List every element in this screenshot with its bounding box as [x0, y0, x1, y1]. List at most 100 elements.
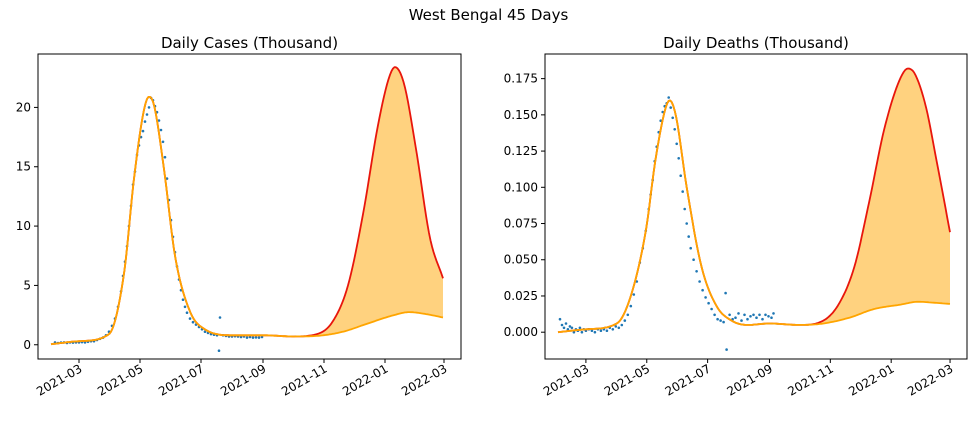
data-point	[728, 313, 731, 317]
data-point	[629, 304, 633, 308]
data-point	[704, 296, 707, 299]
data-point	[251, 336, 255, 339]
data-point	[671, 116, 674, 120]
data-point	[572, 330, 576, 334]
data-point	[667, 96, 670, 99]
figure-suptitle: West Bengal 45 Days	[408, 6, 569, 24]
data-point	[677, 157, 680, 160]
x-tick-label: 2022-03	[905, 361, 955, 398]
data-point	[564, 322, 568, 325]
data-point	[659, 119, 662, 122]
data-point	[566, 328, 570, 331]
data-point	[620, 323, 624, 327]
data-point	[605, 329, 609, 333]
data-point	[560, 323, 564, 327]
data-point	[635, 280, 639, 283]
x-tick-label: 2021-11	[785, 361, 835, 398]
data-point	[687, 235, 690, 238]
data-point	[217, 349, 221, 353]
data-point	[599, 329, 603, 333]
lower-projection-line	[50, 96, 444, 346]
data-point	[772, 312, 775, 315]
data-point	[245, 336, 249, 339]
x-tick-label: 2021-05	[602, 361, 652, 398]
data-point	[161, 140, 165, 144]
data-point	[188, 317, 192, 320]
data-point	[218, 316, 222, 319]
data-point	[617, 326, 621, 330]
data-point	[695, 270, 698, 273]
data-point	[181, 298, 185, 302]
data-point	[632, 293, 636, 296]
y-tick-label: 0.050	[504, 253, 538, 267]
data-point	[248, 335, 252, 339]
data-point	[570, 326, 574, 330]
y-tick-label: 0.150	[504, 108, 538, 122]
data-point	[260, 335, 264, 339]
y-tick-label: 5	[23, 278, 31, 292]
data-point	[698, 280, 701, 283]
y-tick-label: 0.075	[504, 217, 538, 231]
y-tick-label: 10	[16, 219, 31, 233]
data-point	[679, 174, 682, 177]
data-point	[683, 207, 686, 211]
data-point	[746, 317, 749, 321]
data-point	[692, 258, 695, 262]
y-tick-label: 0.100	[504, 180, 538, 194]
data-point	[614, 325, 618, 328]
data-point	[165, 177, 169, 180]
x-tick-label: 2022-01	[846, 361, 896, 398]
data-point	[681, 190, 684, 193]
data-point	[143, 120, 147, 123]
data-point	[725, 348, 728, 351]
data-point	[593, 330, 597, 334]
data-point	[689, 246, 692, 250]
data-point	[675, 142, 678, 146]
data-point	[183, 305, 187, 309]
data-point	[147, 106, 151, 109]
data-point	[191, 320, 195, 324]
data-point	[752, 313, 755, 317]
y-tick-label: 0.125	[504, 144, 538, 158]
lower-projection-line	[557, 99, 951, 334]
data-point	[185, 311, 189, 315]
data-point	[558, 317, 562, 321]
data-point	[740, 319, 743, 322]
data-point	[761, 317, 764, 321]
data-point	[737, 312, 740, 315]
data-point	[578, 326, 582, 330]
data-point	[203, 330, 207, 334]
data-point	[724, 291, 727, 295]
y-tick-label: 0.025	[504, 289, 538, 303]
x-tick-label: 2021-03	[541, 361, 591, 398]
x-tick-label: 2021-07	[663, 361, 713, 398]
data-point	[755, 316, 758, 320]
data-point	[713, 313, 716, 317]
data-point	[562, 326, 566, 330]
chart-title: Daily Cases (Thousand)	[161, 34, 338, 52]
data-point	[701, 288, 704, 292]
data-point	[239, 335, 243, 339]
data-point	[626, 313, 630, 317]
data-point	[568, 325, 572, 328]
data-point	[716, 317, 719, 321]
y-tick-label: 20	[16, 100, 31, 114]
data-point	[734, 316, 737, 320]
data-point	[673, 128, 676, 131]
data-point	[611, 328, 615, 331]
data-point	[749, 315, 752, 318]
data-point	[669, 106, 672, 109]
data-point	[707, 301, 710, 305]
x-tick-label: 2021-09	[725, 361, 775, 398]
data-point	[157, 119, 161, 122]
y-tick-label: 0.000	[504, 325, 538, 339]
data-point	[623, 319, 627, 322]
data-point	[257, 336, 261, 339]
data-point	[764, 313, 767, 317]
projection-range-fill	[558, 68, 950, 333]
plot-frame	[544, 53, 968, 360]
data-point	[743, 313, 746, 317]
data-point	[163, 155, 167, 159]
data-point	[145, 113, 149, 116]
